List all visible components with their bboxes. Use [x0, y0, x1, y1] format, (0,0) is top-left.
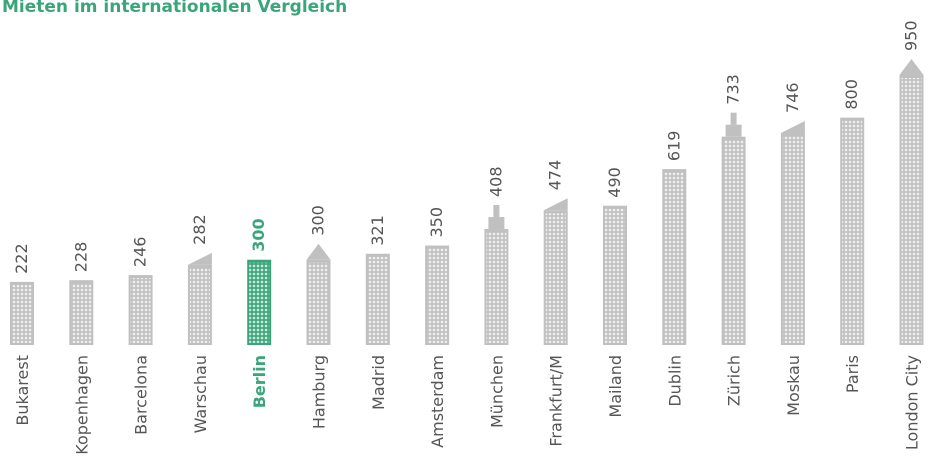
x-tick-label: Barcelona — [132, 355, 151, 435]
value-label: 282 — [190, 214, 209, 245]
x-tick-label: Warschau — [191, 355, 210, 433]
roof — [488, 217, 504, 229]
windows — [605, 209, 625, 343]
windows — [546, 213, 566, 343]
x-tick-label: Dublin — [665, 355, 684, 407]
roof — [493, 205, 499, 217]
chart-title: Mieten im internationalen Vergleich — [2, 0, 347, 17]
value-label: 619 — [664, 131, 683, 162]
value-label: 222 — [12, 243, 31, 274]
windows — [368, 257, 388, 343]
x-tick-label: Moskau — [784, 355, 803, 416]
value-label: 950 — [902, 20, 921, 51]
value-label: 800 — [842, 79, 861, 110]
windows — [842, 121, 862, 343]
value-label: 733 — [724, 74, 743, 105]
windows — [783, 136, 803, 343]
windows — [249, 263, 269, 343]
x-tick-label: Paris — [843, 355, 862, 393]
value-label: 246 — [131, 237, 150, 268]
value-label: 746 — [783, 82, 802, 113]
roof — [781, 121, 805, 133]
x-tick-label: Hamburg — [310, 355, 329, 429]
windows — [190, 268, 210, 343]
roof — [726, 125, 742, 137]
x-tick-label: London City — [903, 355, 922, 450]
x-tick-label: Amsterdam — [428, 355, 447, 448]
x-tick-label: Zürich — [725, 355, 744, 406]
value-label: 474 — [546, 160, 565, 191]
value-label: 228 — [71, 242, 90, 273]
value-label: 300 — [309, 205, 328, 236]
x-tick-label: Mailand — [606, 355, 625, 418]
roof — [900, 59, 924, 75]
roof — [731, 113, 737, 125]
x-tick-label: Madrid — [369, 355, 388, 410]
x-tick-label: Berlin — [250, 355, 269, 408]
windows — [724, 140, 744, 343]
x-tick-label: Frankfurt/M — [547, 355, 566, 447]
windows — [309, 263, 329, 343]
roof — [544, 198, 568, 210]
x-tick-label: Bukarest — [13, 355, 32, 426]
value-label: 300 — [249, 218, 268, 251]
chart: Mieten im internationalen Vergleich 222 B… — [0, 0, 936, 475]
x-tick-label: München — [487, 355, 506, 428]
value-label: 321 — [368, 215, 387, 246]
roof — [188, 253, 212, 265]
roof — [307, 244, 331, 260]
value-label: 408 — [486, 166, 505, 197]
value-label: 350 — [427, 207, 446, 238]
x-tick-label: Kopenhagen — [72, 355, 91, 455]
windows — [12, 285, 32, 343]
windows — [71, 283, 91, 343]
value-label: 490 — [605, 167, 624, 198]
windows — [427, 249, 447, 343]
windows — [131, 278, 151, 343]
windows — [664, 172, 684, 343]
windows — [486, 232, 506, 343]
windows — [902, 78, 922, 343]
